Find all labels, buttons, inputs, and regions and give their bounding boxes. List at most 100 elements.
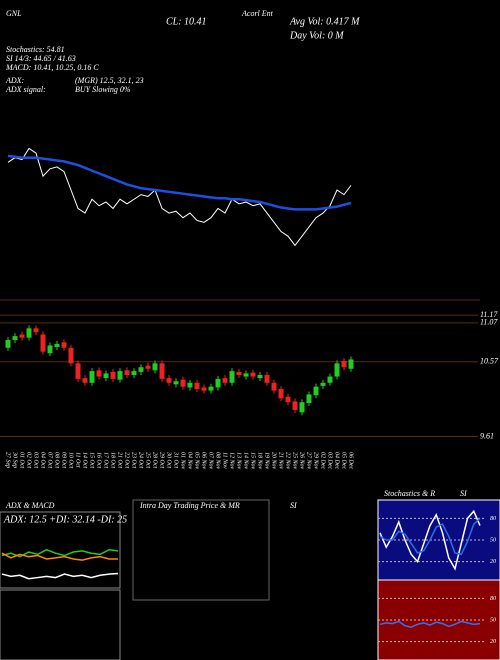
candle-body <box>299 402 305 413</box>
candle-body <box>313 386 319 396</box>
header-text: MACD: 10.41, 10.25, 0.16 C <box>5 63 99 72</box>
x-tick-label: 06 Dec <box>348 452 354 469</box>
y-tick-label: 9.61 <box>480 431 494 440</box>
x-tick-label: 01 Oct <box>19 452 25 468</box>
header-text: Acorl Ent <box>241 9 274 18</box>
macd-panel <box>0 589 121 660</box>
x-tick-label: 26 Nov <box>299 452 305 470</box>
candle-body <box>278 389 284 399</box>
header-text: Day Vol: 0 M <box>289 30 344 41</box>
x-tick-label: 11 Oct <box>75 452 81 468</box>
x-tick-label: 01 Nov <box>180 452 186 470</box>
x-tick-label: 05 Dec <box>341 452 347 469</box>
x-tick-label: 03 Dec <box>327 452 333 469</box>
series-line <box>1 552 118 561</box>
candle-body <box>152 363 158 371</box>
y-tick-label: 20 <box>490 559 496 565</box>
x-tick-label: 16 Oct <box>96 452 102 468</box>
candle-body <box>89 371 95 383</box>
candle-body <box>40 334 46 352</box>
x-tick-label: 17 Oct <box>103 452 109 468</box>
x-tick-label: 22 Nov <box>285 452 291 470</box>
candle-body <box>82 378 88 383</box>
x-tick-label: 09 Oct <box>61 452 67 468</box>
x-tick-label: 18 Nov <box>257 452 263 470</box>
x-tick-label: 04 Nov <box>187 452 194 470</box>
ma-line <box>7 154 352 211</box>
header-text: (MGR) 12.5, 32.1, 23 <box>75 76 144 85</box>
candle-body <box>103 373 109 379</box>
x-tick-label: 20 Nov <box>271 452 277 470</box>
candle-body <box>117 371 123 380</box>
candle-body <box>229 371 235 383</box>
y-tick-label: 50 <box>490 537 496 543</box>
x-tick-label: 30 Sep <box>12 451 18 468</box>
header-text: Stochastics: 54.81 <box>6 45 65 54</box>
x-tick-label: 15 Nov <box>250 452 256 470</box>
candle-body <box>327 376 333 383</box>
candle-body <box>292 401 298 410</box>
candle-body <box>334 363 340 377</box>
y-tick-label: 50 <box>490 617 496 623</box>
header-text: CL: 10.41 <box>166 16 207 27</box>
x-tick-label: 02 Dec <box>320 452 326 469</box>
panel-title: ADX & MACD <box>5 501 55 510</box>
x-tick-label: 23 Oct <box>131 452 137 468</box>
price-line <box>7 147 352 247</box>
x-tick-label: 21 Oct <box>117 452 123 468</box>
x-tick-label: 29 Oct <box>159 452 165 468</box>
x-tick-label: 14 Oct <box>82 452 89 468</box>
y-tick-label: 80 <box>490 516 496 522</box>
x-tick-label: 22 Oct <box>124 452 130 468</box>
panel-title: SI <box>460 489 467 498</box>
series-line <box>1 548 119 558</box>
x-tick-label: 12 Nov <box>229 452 235 470</box>
candle-body <box>348 359 354 369</box>
panel-title: Intra Day Trading Price & MR <box>139 501 240 510</box>
candle-body <box>285 396 291 403</box>
candle-body <box>215 378 221 388</box>
candle-body <box>54 343 60 347</box>
candle-body <box>159 363 165 379</box>
candle-body <box>243 373 249 377</box>
x-tick-label: 15 Oct <box>89 452 95 468</box>
candle-body <box>236 371 242 375</box>
x-tick-label: 13 Nov <box>236 452 242 470</box>
candle-body <box>306 394 312 403</box>
x-tick-label: 11 Nov <box>222 452 228 469</box>
candle-body <box>33 328 39 333</box>
x-tick-label: 19 Nov <box>264 452 270 470</box>
candle-body <box>173 381 179 385</box>
candle-body <box>96 370 102 377</box>
intraday-panel <box>132 499 270 601</box>
x-tick-label: 07 Oct <box>47 452 53 468</box>
panel-title: SI <box>290 501 297 510</box>
y-tick-label: 11.17 <box>480 310 498 319</box>
panel-subtitle: ADX: 12.5 +DI: 32.14 -DI: 25 <box>3 514 127 525</box>
header-text: ADX signal: <box>5 85 46 94</box>
x-tick-label: 21 Nov <box>278 452 284 470</box>
candle-body <box>26 328 32 338</box>
x-tick-label: 08 Nov <box>215 452 221 470</box>
candle-body <box>12 336 18 340</box>
candle-body <box>75 363 81 379</box>
candle-body <box>264 375 270 383</box>
x-tick-label: 07 Nov <box>208 452 214 470</box>
header-text: BUY Slowing 0% <box>75 85 131 94</box>
x-tick-label: 29 Nov <box>313 452 319 470</box>
y-tick-label: 11.07 <box>480 318 498 327</box>
candle-body <box>166 378 172 383</box>
x-tick-label: 27 Sep <box>5 452 11 468</box>
candle-body <box>138 367 144 372</box>
candle-body <box>257 375 263 379</box>
candle-body <box>124 370 130 375</box>
header-text: GNL <box>6 9 22 18</box>
y-tick-label: 20 <box>490 639 496 645</box>
series-line <box>379 517 481 556</box>
candle-body <box>250 372 256 377</box>
x-tick-label: 27 Nov <box>306 452 312 470</box>
candle-body <box>180 379 186 387</box>
candle-body <box>187 382 193 388</box>
